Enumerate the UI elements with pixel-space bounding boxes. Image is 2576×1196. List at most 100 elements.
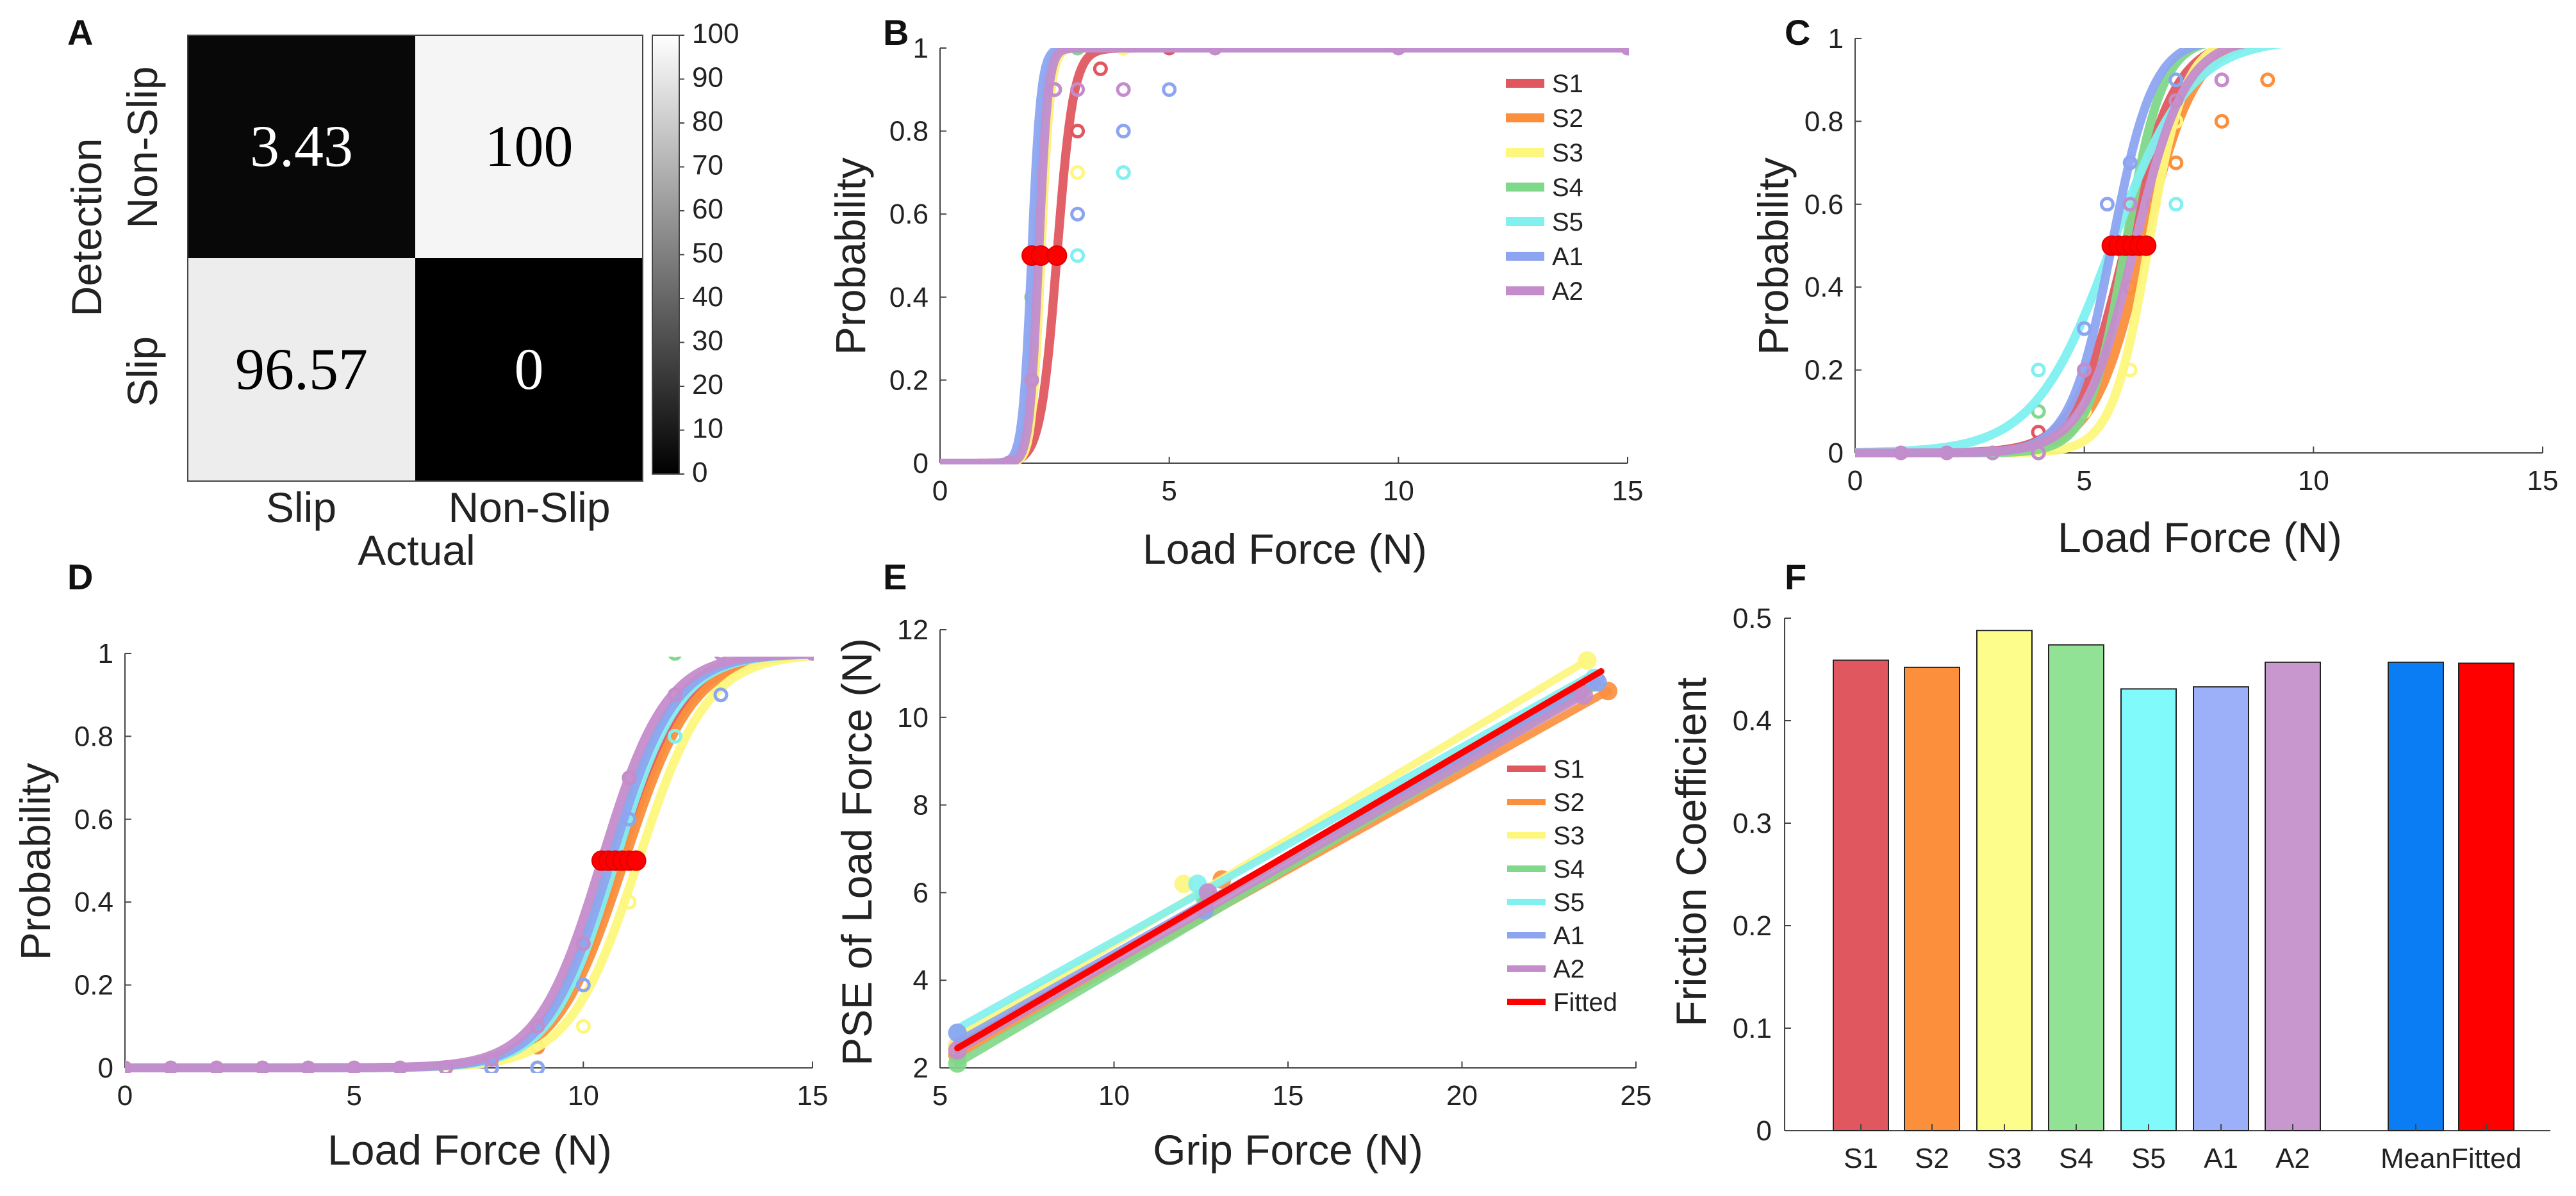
friction-bar-chart: 0 0.1 0.2 0.3 0.4 0.5 S1 S2 S3 S4 S5 A1 A2 Mean Fitted xyxy=(1733,603,2550,1174)
psychometric-plot-d: 0 5 10 15 0 0.2 0.4 0.6 0.8 1 xyxy=(74,638,829,1111)
x-tick-label: 15 xyxy=(1273,1080,1304,1111)
curve-a1 xyxy=(940,48,1629,464)
y-tick-label: 10 xyxy=(897,702,929,733)
data-point-s5 xyxy=(2216,33,2227,44)
pse-regression-plot: 5 10 15 20 25 2 4 6 8 10 12 xyxy=(897,614,1651,1111)
x-tick-label: S4 xyxy=(2059,1143,2093,1174)
data-point-a2 xyxy=(1207,48,1223,56)
y-tick-label: 0.8 xyxy=(1804,106,1844,137)
x-tick-label: 10 xyxy=(568,1080,599,1111)
x-tick-label: S1 xyxy=(1844,1143,1878,1174)
x-tick-label: 25 xyxy=(1621,1080,1652,1111)
x-tick-label: 15 xyxy=(2527,465,2559,496)
curve-a1 xyxy=(1855,48,2203,457)
data-point-a2 xyxy=(209,1060,224,1073)
y-axis-title: Probability xyxy=(1749,158,1797,355)
y-axis-title: Probability xyxy=(827,158,874,355)
regression-line-a2 xyxy=(954,691,1588,1054)
colorbar xyxy=(652,35,680,475)
curve-s5 xyxy=(1855,48,2283,457)
x-tick-label: 5 xyxy=(2076,465,2092,496)
data-point-a2 xyxy=(622,770,637,785)
data-point-a2 xyxy=(1939,445,1954,461)
data-point-a2 xyxy=(1024,372,1039,388)
curve-a2 xyxy=(1855,48,2246,457)
data-point-a2 xyxy=(125,1060,133,1073)
data-point-s1 xyxy=(1070,124,1086,139)
x-tick-label: 10 xyxy=(1383,475,1414,507)
y-tick-label: 8 xyxy=(913,790,929,821)
row-label-slip: Slip xyxy=(119,336,166,407)
y-tick-label: 0.2 xyxy=(889,365,929,396)
data-point-a2 xyxy=(2122,197,2138,212)
pse-marker xyxy=(625,850,647,871)
data-point-s1 xyxy=(1162,48,1177,56)
y-axis-title: Friction Coefficient xyxy=(1667,677,1715,1026)
panel-label-d: D xyxy=(67,557,93,597)
confusion-matrix: 3.43 100 96.57 0 xyxy=(188,35,643,481)
data-point-a1 xyxy=(1116,124,1131,139)
colorbar-tick-label: 0 xyxy=(692,457,707,488)
x-tick-label: 5 xyxy=(1161,475,1177,507)
data-point-s1 xyxy=(2262,33,2274,44)
y-tick-label: 0.4 xyxy=(1804,272,1844,303)
matrix-cell xyxy=(415,35,643,258)
plot-area xyxy=(948,651,1618,1073)
data-point-s3 xyxy=(622,894,637,910)
x-tick-label: S5 xyxy=(2131,1143,2166,1174)
col-label-non-slip: Non-Slip xyxy=(448,484,610,531)
colorbar-tick-label: 80 xyxy=(692,106,723,137)
panel-e: E 5 10 15 20 25 2 4 6 8 10 12 Grip Force (N) PSE o… xyxy=(833,557,1651,1174)
legend-label: A1 xyxy=(1552,243,1583,271)
data-point-a2 xyxy=(255,1060,270,1073)
data-point-a1 xyxy=(948,1023,967,1042)
data-point-a2 xyxy=(805,657,814,661)
matrix-cell-value: 0 xyxy=(515,336,544,402)
panel-label-e: E xyxy=(883,557,907,597)
y-tick-label: 0.4 xyxy=(74,887,113,918)
data-point-s3 xyxy=(1578,651,1597,670)
y-tick-label: 0 xyxy=(1828,438,1844,469)
bar-s5 xyxy=(2120,688,2177,1131)
data-point-a2 xyxy=(347,1060,362,1073)
legend-label: A2 xyxy=(1552,277,1583,306)
y-tick-label: 0.6 xyxy=(74,804,113,835)
panel-label-f: F xyxy=(1785,557,1806,597)
x-tick-label: Mean xyxy=(2381,1143,2451,1174)
data-point-a2 xyxy=(1070,82,1086,97)
x-tick-label: 15 xyxy=(1612,475,1644,507)
psychometric-plot-c: 0 5 10 15 0 0.2 0.4 0.6 0.8 1 xyxy=(1804,23,2559,496)
y-tick-label: 0.6 xyxy=(1804,189,1844,220)
y-tick-label: 0.4 xyxy=(1733,705,1772,737)
data-point-s3 xyxy=(1116,48,1131,56)
data-point-s5 xyxy=(2168,197,2184,212)
colorbar-tick-label: 40 xyxy=(692,281,723,313)
x-tick-label: A2 xyxy=(2275,1143,2310,1174)
data-point-s3 xyxy=(2216,33,2227,44)
curve-s5 xyxy=(125,657,814,1072)
x-tick-label: 10 xyxy=(2298,465,2329,496)
data-point-s4 xyxy=(2031,404,2046,419)
bar-s1 xyxy=(1833,659,1889,1131)
data-point-s3 xyxy=(2122,363,2138,378)
x-tick-label: S3 xyxy=(1987,1143,2022,1174)
data-point-a2 xyxy=(1391,48,1406,56)
data-point-a2 xyxy=(667,687,682,703)
pse-marker xyxy=(1046,245,1068,266)
curve-a1 xyxy=(125,657,814,1072)
x-tick-label: 5 xyxy=(346,1080,361,1111)
panel-d: D 0 5 10 15 0 0.2 0.4 0.6 0.8 1 Load Force (N) Pr… xyxy=(12,557,828,1174)
x-tick-label: 20 xyxy=(1446,1080,1478,1111)
y-tick-label: 6 xyxy=(913,877,929,908)
colorbar-tick-label: 10 xyxy=(692,413,723,445)
y-tick-label: 1 xyxy=(913,33,929,64)
bar-s4 xyxy=(2048,644,2104,1131)
curve-s1 xyxy=(940,48,1629,464)
legend-label: S5 xyxy=(1552,208,1583,236)
panel-label-b: B xyxy=(883,12,909,53)
y-tick-label: 0.2 xyxy=(1804,355,1844,386)
regression-line-s5 xyxy=(954,669,1598,1033)
matrix-cell-value: 100 xyxy=(485,113,574,179)
colorbar-tick-label: 90 xyxy=(692,62,723,94)
